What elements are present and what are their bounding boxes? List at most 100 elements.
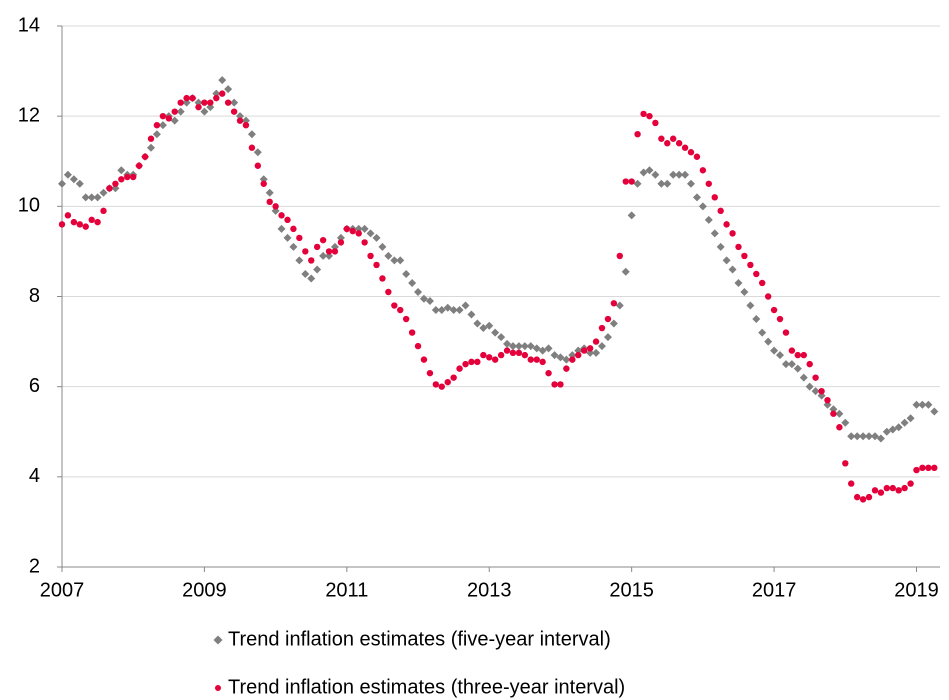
data-point	[586, 348, 595, 357]
data-point	[213, 94, 220, 102]
data-point	[259, 175, 268, 184]
data-point	[373, 261, 380, 269]
data-point	[449, 306, 458, 315]
data-point	[574, 346, 583, 355]
data-point	[686, 179, 695, 188]
data-point	[675, 140, 683, 147]
data-point	[372, 233, 381, 242]
data-point	[793, 364, 802, 373]
data-point	[931, 464, 938, 472]
y-tick-label: 6	[29, 375, 40, 397]
data-point	[592, 348, 601, 357]
data-point	[360, 224, 369, 233]
data-point	[450, 374, 457, 381]
data-point	[545, 369, 552, 377]
data-point	[87, 193, 96, 202]
data-point	[93, 193, 102, 202]
data-point	[597, 342, 606, 351]
data-point	[669, 135, 677, 142]
data-point	[871, 487, 879, 494]
data-point	[426, 369, 434, 377]
legend-label: Trend inflation estimates (three-year in…	[228, 676, 625, 698]
data-point	[509, 349, 517, 357]
data-point	[277, 224, 286, 233]
data-point	[135, 162, 143, 169]
data-point	[130, 173, 137, 181]
data-point	[711, 194, 718, 201]
data-point	[366, 229, 375, 238]
data-point	[207, 99, 214, 106]
data-point	[615, 301, 624, 310]
data-point	[610, 300, 618, 307]
data-point	[486, 354, 493, 361]
data-point	[598, 324, 606, 332]
data-point	[69, 175, 78, 184]
data-point	[758, 279, 766, 287]
data-point	[58, 179, 66, 188]
data-point	[859, 432, 868, 441]
y-tick-label: 2	[29, 555, 40, 577]
data-point	[313, 243, 321, 251]
data-point	[497, 351, 505, 359]
data-point	[640, 110, 647, 118]
data-point	[717, 207, 724, 215]
data-point	[378, 242, 387, 251]
data-point	[526, 342, 535, 351]
data-point	[657, 179, 666, 188]
data-point	[124, 173, 131, 181]
data-point	[835, 409, 844, 418]
data-point	[894, 423, 903, 432]
data-point	[467, 310, 476, 319]
data-point	[710, 229, 719, 238]
data-point	[806, 360, 813, 368]
data-point	[603, 333, 612, 342]
data-point	[468, 358, 475, 366]
data-point	[550, 351, 559, 360]
data-point	[645, 166, 654, 175]
data-point	[900, 418, 909, 427]
data-point	[218, 76, 227, 85]
data-point	[621, 267, 630, 276]
data-point	[241, 116, 250, 125]
data-point	[859, 496, 867, 503]
data-point	[812, 374, 819, 381]
data-point	[805, 382, 814, 391]
data-point	[497, 333, 506, 342]
data-point	[177, 99, 184, 106]
data-point	[533, 356, 540, 363]
data-point	[799, 373, 808, 382]
data-point	[75, 179, 84, 188]
legend-marker	[215, 685, 221, 691]
data-point	[349, 227, 356, 235]
data-point	[575, 351, 582, 359]
data-point	[692, 193, 701, 202]
data-point	[918, 400, 927, 409]
data-point	[734, 278, 743, 287]
x-tick-label: 2017	[752, 579, 797, 601]
data-point	[99, 188, 108, 197]
data-point	[331, 248, 339, 255]
data-point	[669, 170, 678, 179]
data-point	[147, 143, 156, 152]
data-point	[823, 400, 832, 409]
data-point	[865, 493, 873, 501]
data-point	[889, 484, 896, 492]
legend-label: Trend inflation estimates (five-year int…	[228, 628, 611, 650]
data-point	[586, 345, 594, 352]
data-point	[58, 221, 66, 228]
data-point	[88, 216, 95, 224]
data-point	[461, 301, 470, 310]
data-point	[431, 306, 440, 315]
data-point	[361, 239, 368, 246]
data-point	[319, 251, 328, 260]
data-point	[663, 179, 672, 188]
data-point	[158, 121, 167, 130]
data-point	[397, 306, 404, 314]
data-point	[776, 315, 784, 323]
data-point	[556, 353, 565, 362]
data-point	[206, 103, 215, 112]
data-point	[527, 356, 534, 363]
data-point	[219, 90, 226, 97]
data-point	[278, 212, 285, 219]
